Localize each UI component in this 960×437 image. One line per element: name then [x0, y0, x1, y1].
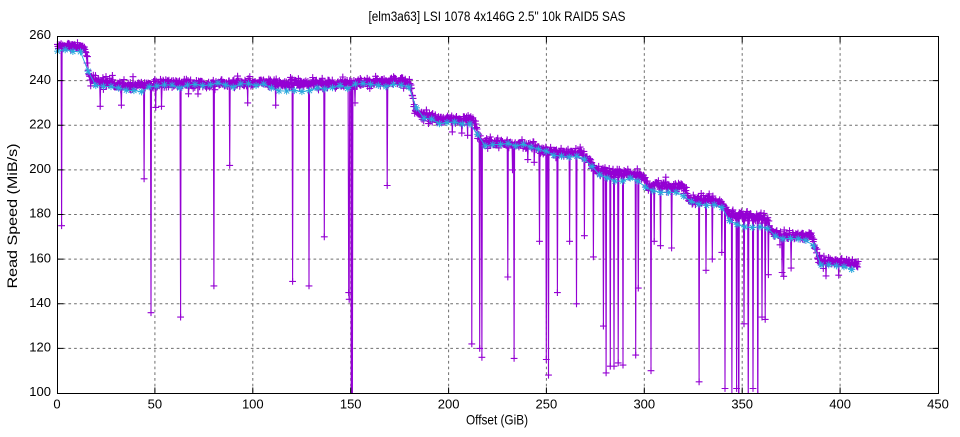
- svg-text:Read Speed (MiB/s): Read Speed (MiB/s): [4, 144, 20, 289]
- svg-text:Offset (GiB): Offset (GiB): [466, 412, 528, 428]
- svg-text:180: 180: [29, 206, 51, 221]
- svg-text:300: 300: [633, 397, 655, 412]
- svg-text:160: 160: [29, 250, 51, 265]
- svg-text:240: 240: [29, 72, 51, 87]
- svg-text:100: 100: [242, 397, 264, 412]
- svg-text:450: 450: [927, 397, 949, 412]
- svg-text:400: 400: [829, 397, 851, 412]
- svg-text:120: 120: [29, 340, 51, 355]
- svg-text:100: 100: [29, 384, 51, 399]
- svg-text:140: 140: [29, 295, 51, 310]
- svg-text:150: 150: [340, 397, 362, 412]
- svg-text:0: 0: [53, 397, 60, 412]
- svg-text:350: 350: [731, 397, 753, 412]
- svg-text:[elm3a63] LSI 1078 4x146G 2.5": [elm3a63] LSI 1078 4x146G 2.5" 10k RAID5…: [369, 8, 626, 24]
- svg-text:200: 200: [29, 161, 51, 176]
- svg-text:250: 250: [536, 397, 558, 412]
- svg-text:260: 260: [29, 27, 51, 42]
- svg-text:50: 50: [148, 397, 162, 412]
- svg-text:220: 220: [29, 116, 51, 131]
- svg-text:200: 200: [438, 397, 460, 412]
